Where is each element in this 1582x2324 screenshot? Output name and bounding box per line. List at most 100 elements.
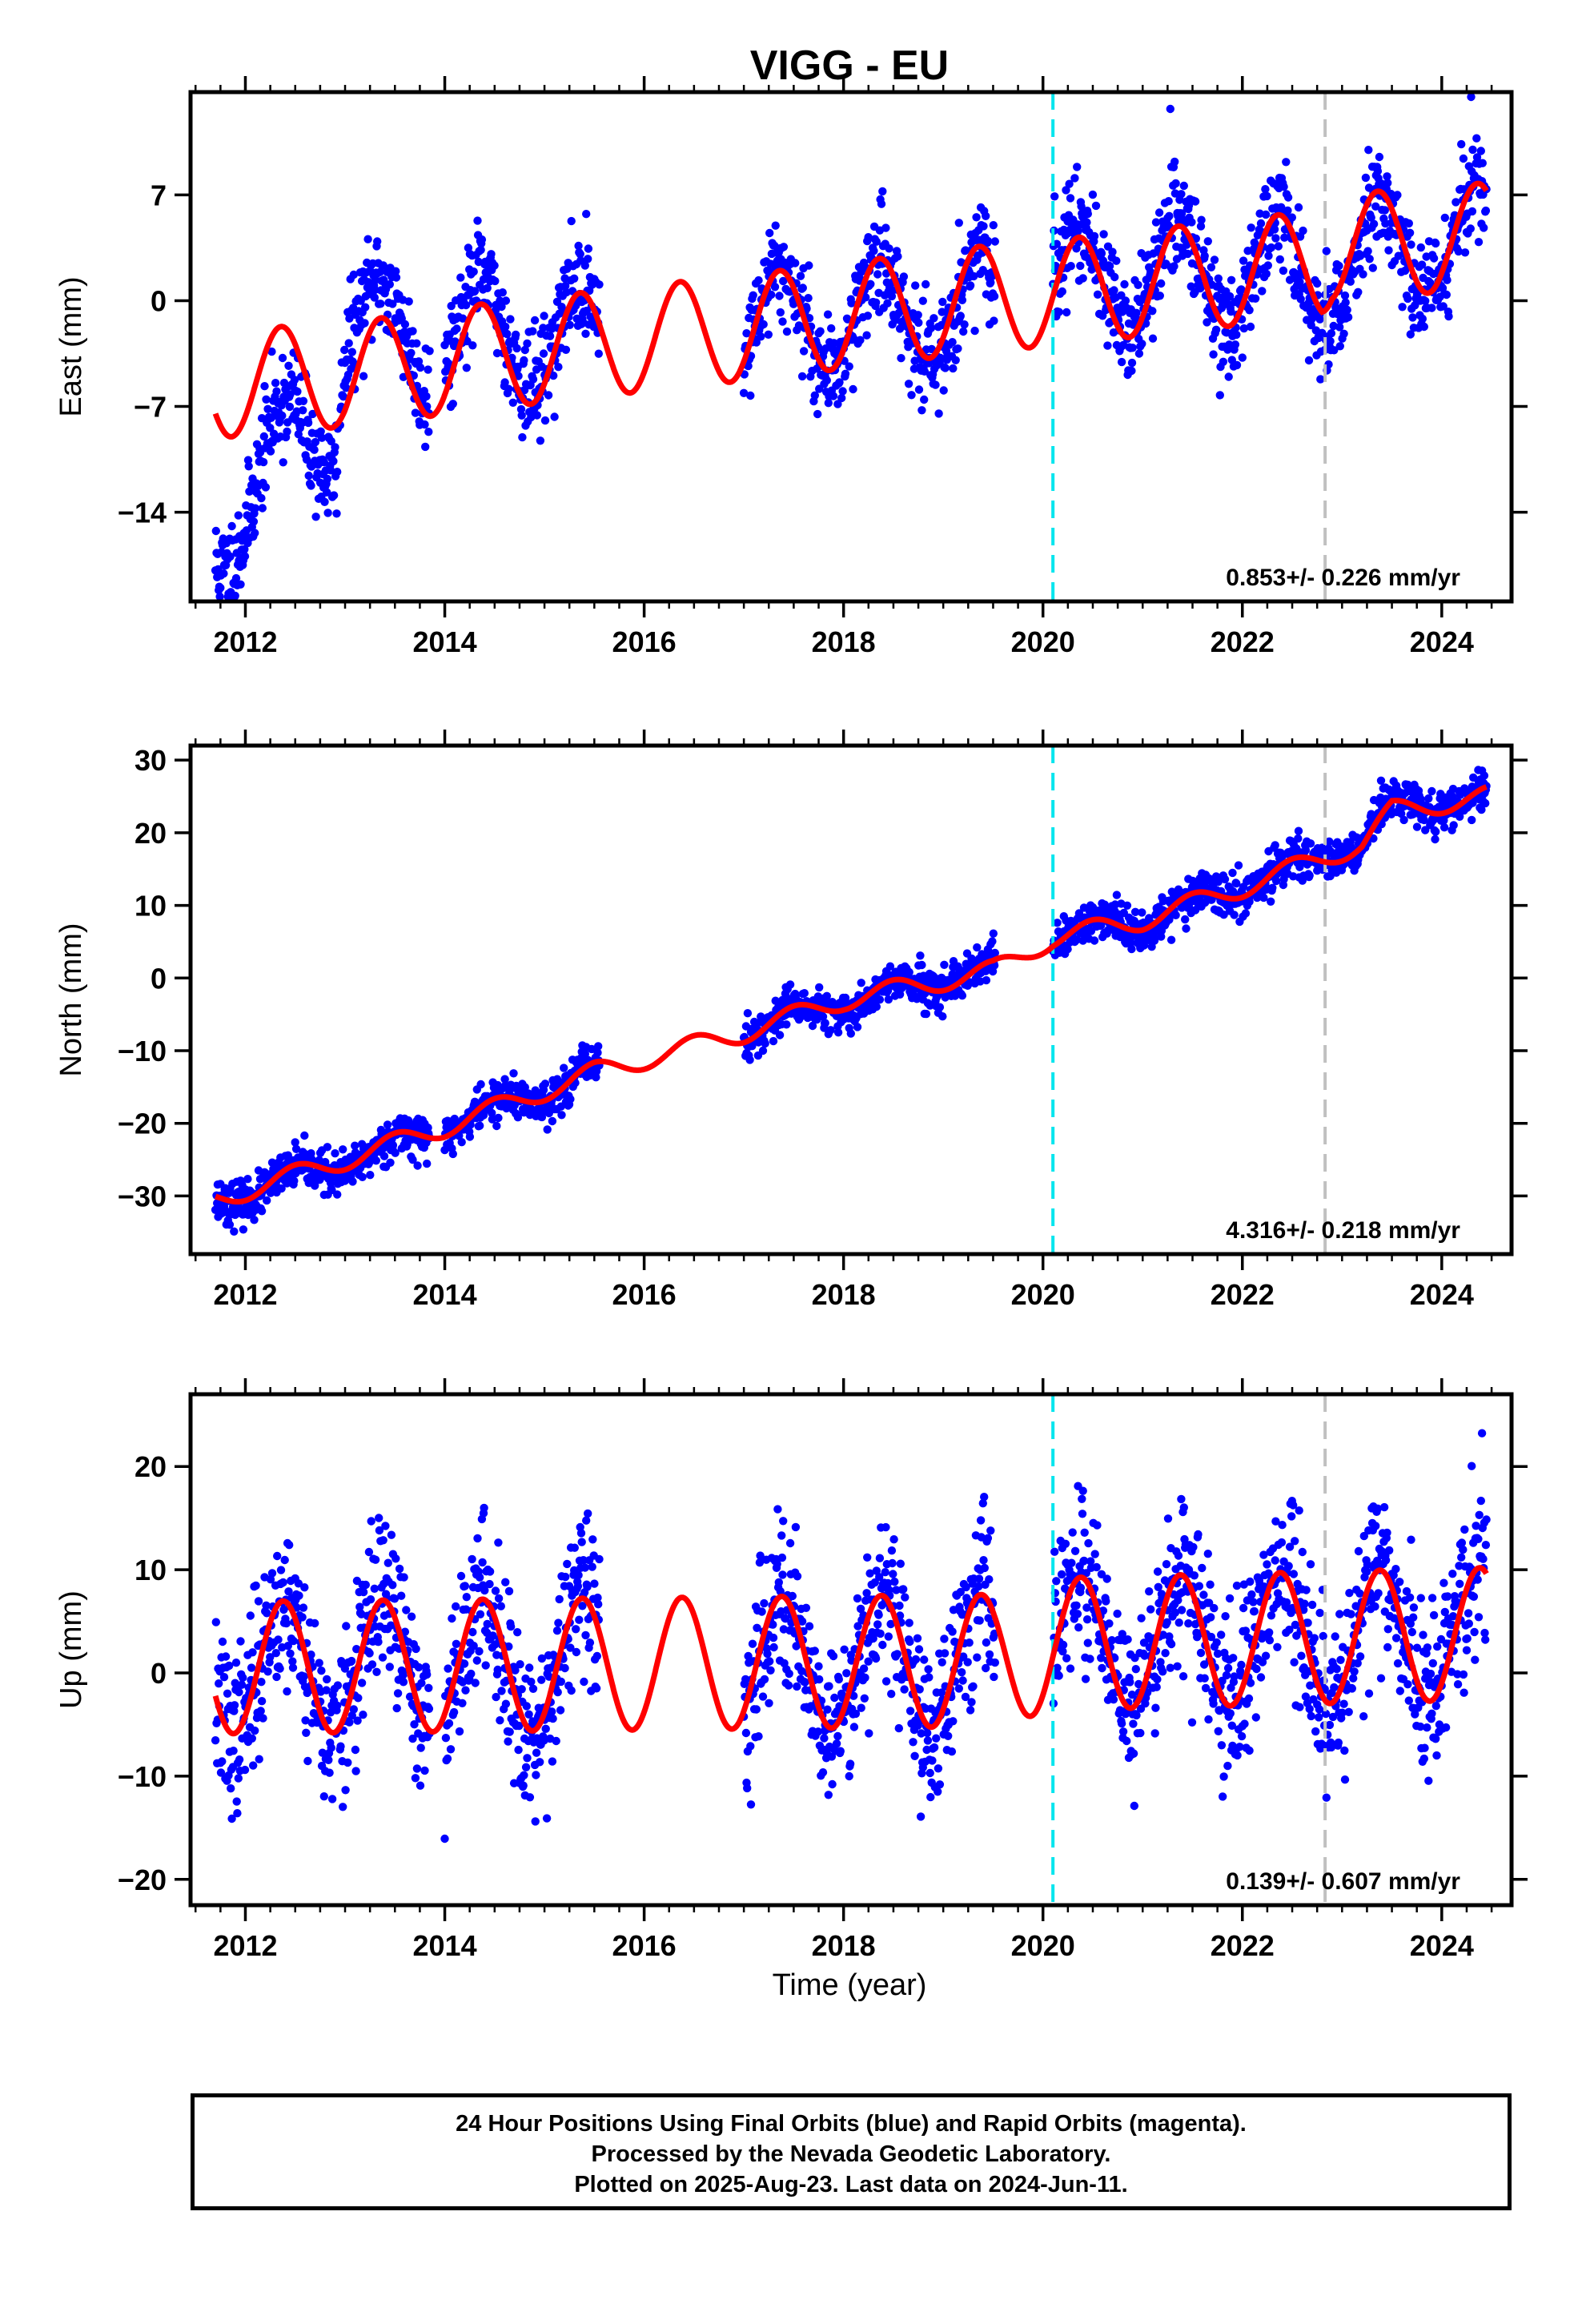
up-data-point: [893, 1650, 901, 1659]
up-data-point: [361, 1580, 370, 1590]
east-data-point: [930, 314, 938, 323]
up-data-point: [860, 1694, 869, 1703]
east-data-point: [1444, 312, 1453, 321]
east-data-point: [1279, 183, 1288, 191]
east-data-point: [530, 316, 540, 325]
east-data-point: [514, 372, 523, 380]
north-y-tick-label: −20: [118, 1108, 167, 1140]
east-data-point: [990, 237, 1000, 246]
north-data-point: [1182, 924, 1191, 933]
east-data-point: [490, 261, 499, 270]
north-data-point: [872, 1002, 881, 1011]
east-data-point: [921, 279, 930, 289]
north-data-point: [1412, 822, 1422, 831]
up-data-point: [416, 1781, 425, 1790]
east-data-point: [1203, 237, 1213, 246]
east-data-point: [878, 187, 887, 196]
east-data-point: [424, 428, 433, 436]
east-data-point: [391, 267, 400, 275]
east-data-point: [1058, 287, 1067, 296]
east-data-point: [363, 235, 372, 243]
up-data-point: [231, 1659, 241, 1667]
up-data-point: [460, 1582, 469, 1590]
north-data-point: [386, 1158, 395, 1168]
up-data-point: [251, 1726, 259, 1735]
east-data-point: [216, 583, 225, 593]
up-data-point: [448, 1614, 456, 1623]
east-data-point: [520, 345, 529, 355]
north-data-point: [989, 929, 998, 938]
east-data-point: [835, 378, 844, 387]
north-data-point: [331, 1149, 339, 1158]
up-data-point: [581, 1630, 590, 1640]
east-data-point: [1251, 294, 1260, 303]
up-data-point: [449, 1707, 459, 1717]
east-data-point: [1393, 191, 1402, 199]
up-data-point: [887, 1546, 897, 1555]
up-data-point: [548, 1707, 556, 1716]
up-data-point: [254, 1597, 263, 1606]
north-data-point: [1232, 879, 1241, 888]
east-data-point: [956, 312, 966, 320]
up-data-point: [560, 1663, 569, 1673]
up-data-point: [934, 1787, 942, 1796]
up-data-point: [834, 1675, 844, 1684]
north-data-point: [1166, 935, 1176, 944]
up-data-point: [285, 1541, 294, 1550]
up-data-point: [916, 1812, 926, 1821]
north-data-point: [1431, 827, 1440, 836]
up-data-point: [468, 1554, 476, 1564]
east-data-point: [1452, 198, 1460, 207]
east-data-point: [911, 281, 920, 290]
up-data-point: [913, 1634, 922, 1642]
up-data-point: [793, 1572, 802, 1581]
north-data-point: [1122, 901, 1132, 911]
east-data-point: [897, 354, 905, 363]
up-data-point: [582, 1516, 591, 1525]
up-data-point: [343, 1758, 352, 1767]
east-data-point: [503, 329, 512, 339]
east-data-point: [856, 336, 865, 344]
east-x-tick-label: 2022: [1211, 625, 1275, 658]
east-data-point: [501, 296, 511, 305]
up-data-point: [517, 1685, 526, 1694]
east-data-point: [461, 300, 471, 310]
up-data-point: [525, 1663, 534, 1672]
north-data-point: [846, 1029, 856, 1038]
east-data-point: [1227, 275, 1236, 284]
north-data-point: [465, 1132, 475, 1141]
up-data-point: [385, 1663, 394, 1671]
east-data-point: [477, 235, 487, 244]
east-data-point: [862, 331, 871, 340]
up-data-point: [233, 1809, 242, 1818]
up-data-point: [829, 1651, 838, 1661]
up-data-point: [552, 1736, 560, 1746]
up-data-point: [746, 1800, 756, 1809]
up-data-point: [319, 1792, 328, 1801]
up-data-point: [485, 1567, 495, 1576]
up-data-point: [765, 1657, 774, 1666]
east-data-point: [1078, 274, 1087, 283]
east-model-curve: [212, 180, 1489, 440]
east-data-point: [487, 250, 496, 259]
east-x-tick-label: 2016: [612, 625, 677, 658]
east-data-point: [219, 569, 228, 578]
north-data-point: [423, 1159, 432, 1168]
up-data-point: [351, 1745, 360, 1755]
east-data-point: [1203, 318, 1211, 327]
east-data-point: [754, 275, 763, 285]
east-x-tick-label: 2012: [213, 625, 277, 658]
east-data-point: [376, 300, 385, 308]
east-data-point: [804, 294, 813, 303]
east-data-point: [810, 391, 819, 400]
east-data-point: [311, 513, 320, 521]
east-data-point: [1110, 272, 1119, 282]
up-data-point: [881, 1677, 891, 1686]
east-data-point: [581, 329, 590, 338]
east-data-point: [972, 213, 981, 222]
east-data-point: [476, 245, 485, 255]
north-data-point: [761, 1039, 769, 1048]
north-data-point: [257, 1207, 267, 1216]
up-data-point: [359, 1587, 368, 1597]
east-data-point: [775, 292, 784, 300]
